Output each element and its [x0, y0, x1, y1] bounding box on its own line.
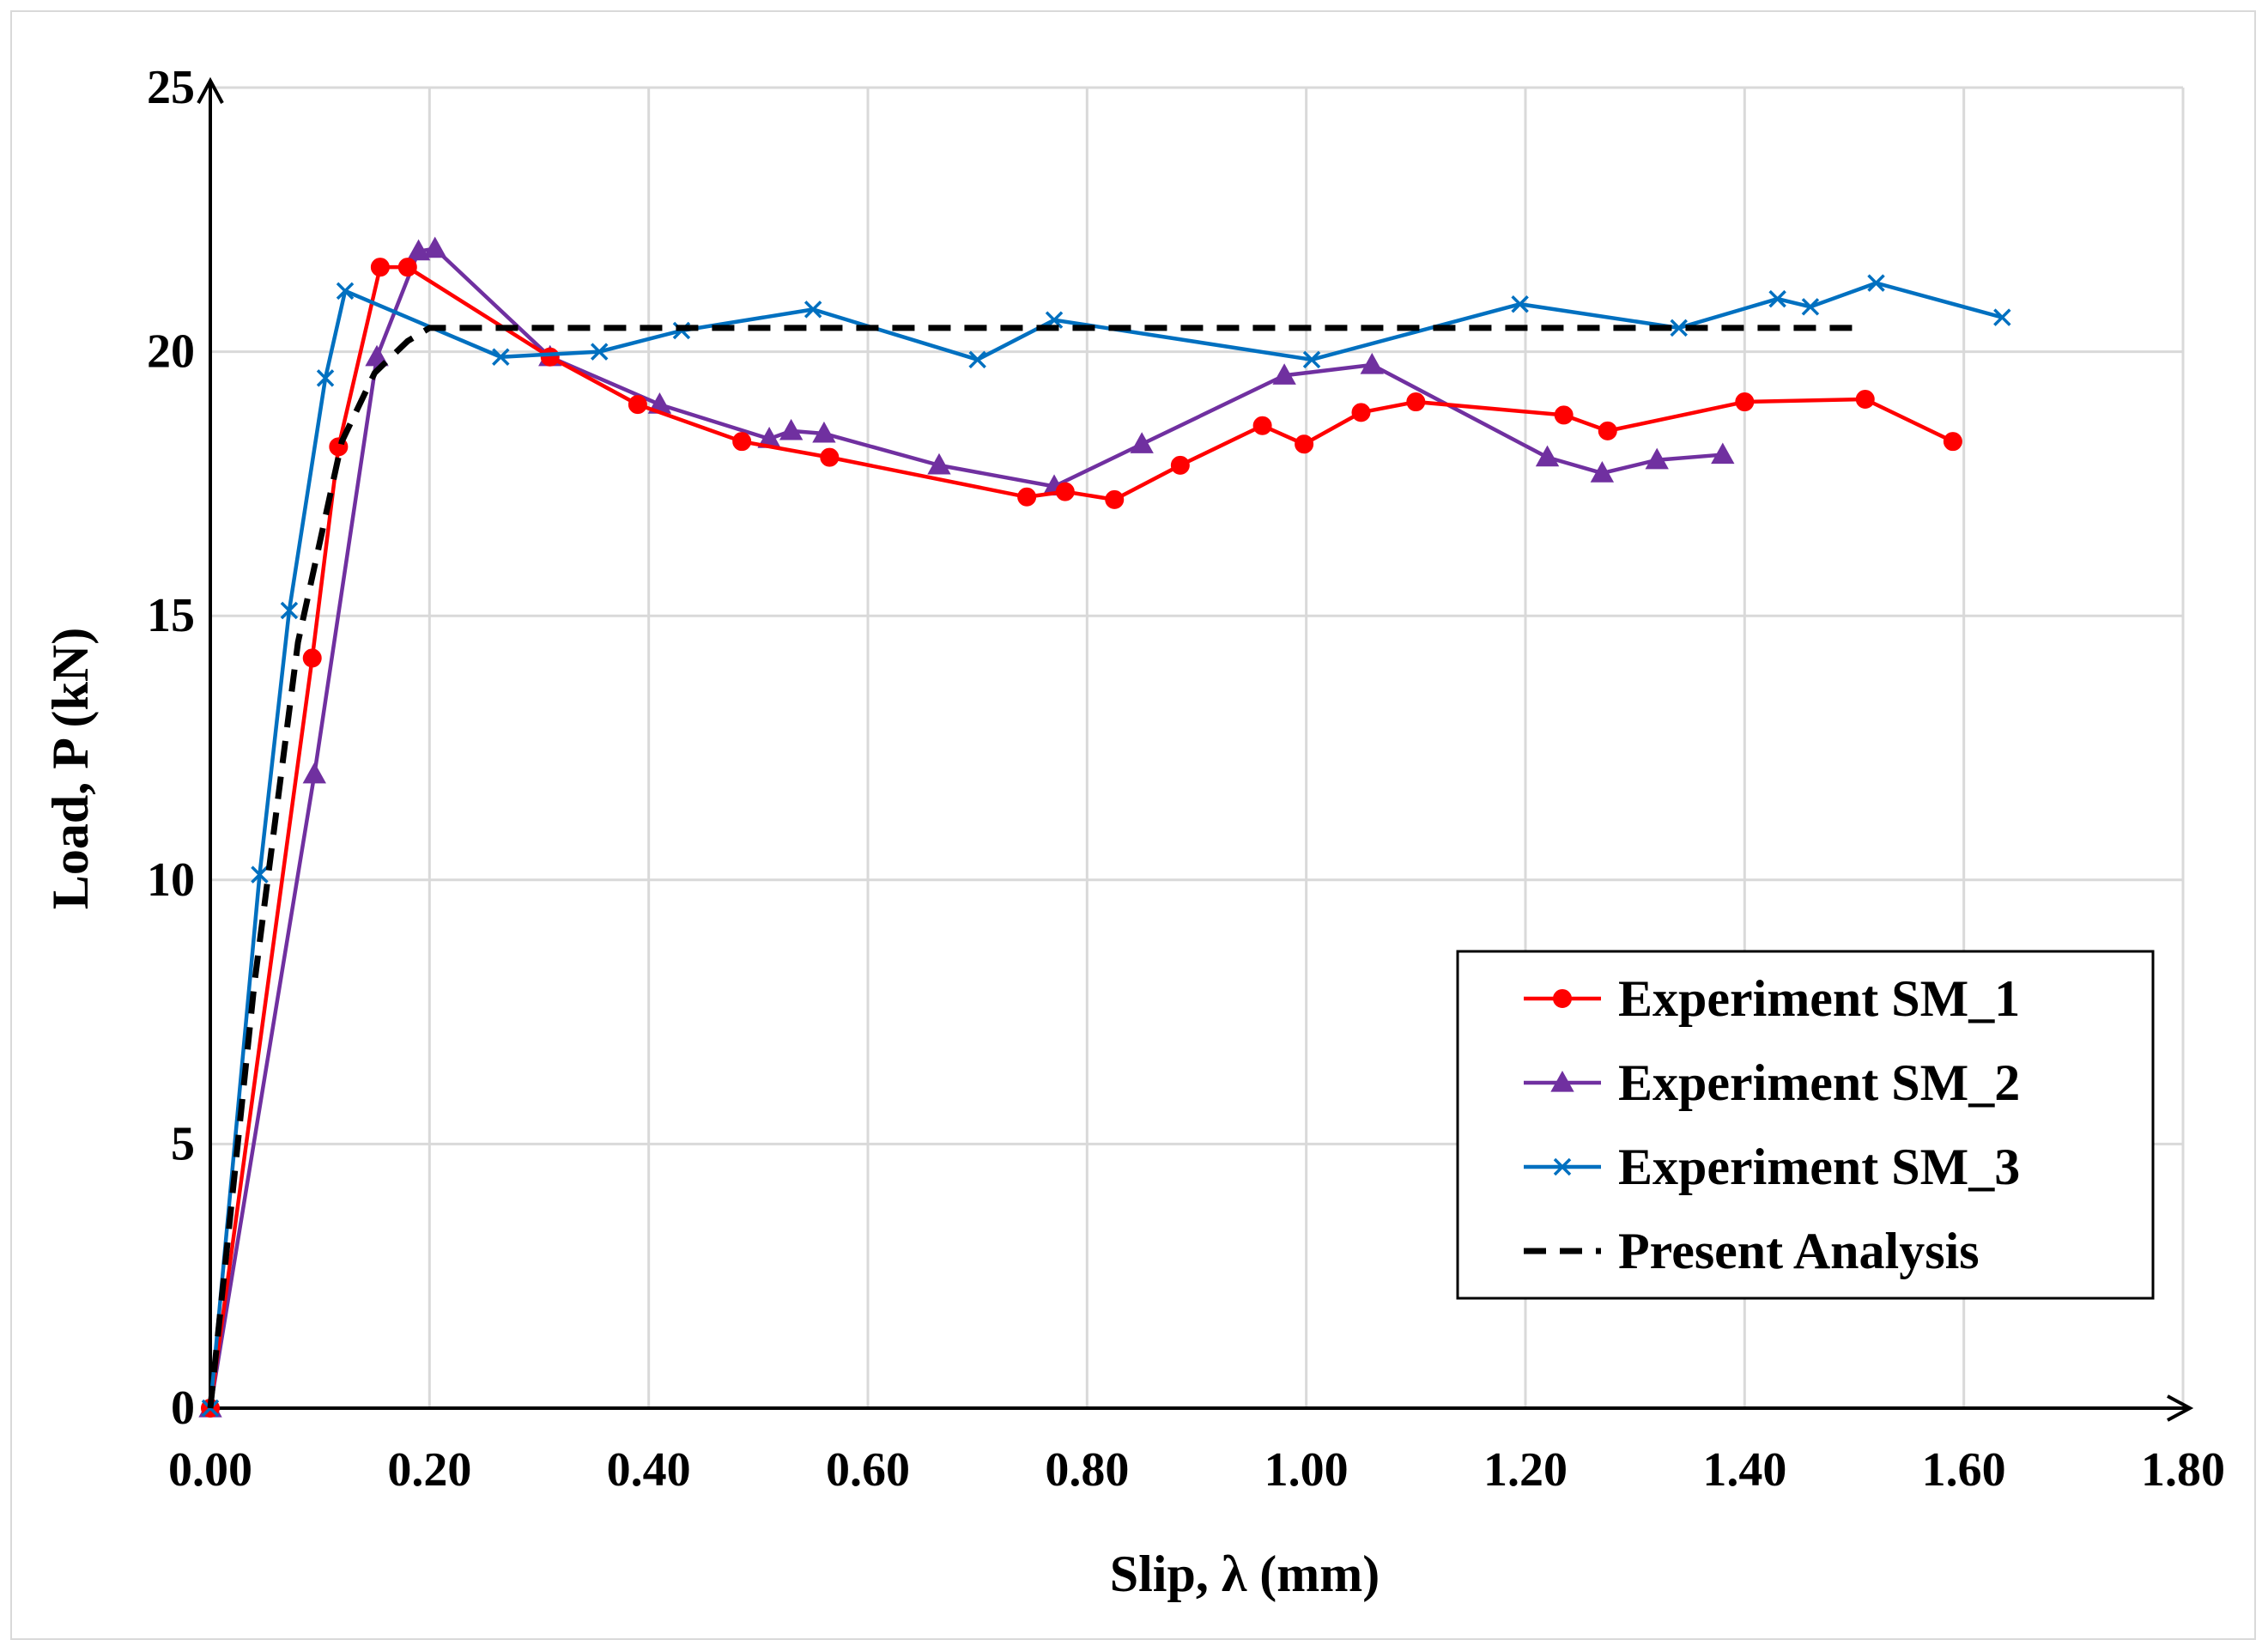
legend-entry: Experiment SM_1: [1524, 970, 2020, 1027]
data-point: [1295, 434, 1314, 454]
data-point: [1360, 352, 1384, 374]
legend-label: Experiment SM_3: [1618, 1139, 2020, 1195]
data-point: [316, 369, 335, 387]
series-group: [198, 236, 2011, 1418]
data-point: [1535, 445, 1560, 467]
legend-entry: Experiment SM_2: [1524, 1054, 2020, 1111]
data-point: [1406, 392, 1426, 412]
data-point: [1055, 482, 1075, 501]
x-tick-label: 1.20: [1483, 1443, 1568, 1497]
legend-entry: Present Analysis: [1524, 1223, 1980, 1279]
data-point: [1855, 389, 1875, 409]
legend-label: Present Analysis: [1618, 1223, 1980, 1279]
x-tick-label: 0.60: [826, 1443, 910, 1497]
legend-swatch-marker: [1550, 1070, 1574, 1092]
data-point: [1511, 295, 1529, 313]
x-axis-title: Slip, λ (mm): [1110, 1546, 1380, 1602]
y-tick-label: 0: [171, 1382, 195, 1435]
data-point: [1302, 350, 1321, 369]
data-point: [1993, 308, 2011, 326]
x-tick-label: 0.80: [1045, 1443, 1129, 1497]
data-point: [397, 258, 417, 277]
x-axis-arrow: [2167, 1394, 2194, 1422]
legend-box: [1456, 950, 2155, 1300]
data-point: [732, 432, 752, 452]
data-point: [1670, 319, 1688, 337]
data-point: [1711, 442, 1735, 465]
series-line: [208, 264, 1954, 1409]
data-point: [779, 418, 804, 440]
data-point: [1554, 405, 1574, 425]
data-point: [1735, 392, 1755, 412]
data-point: [1017, 487, 1037, 507]
data-point: [1170, 455, 1190, 475]
data-point: [280, 601, 299, 620]
y-tick-label: 15: [147, 589, 195, 642]
x-tick-label: 1.60: [1922, 1443, 2006, 1497]
legend-swatch-marker: [1553, 1157, 1572, 1176]
series-line: [208, 281, 2003, 1409]
data-point: [927, 452, 951, 475]
x-tick-label: 0.20: [387, 1443, 471, 1497]
y-tick-label: 5: [171, 1117, 195, 1170]
data-point: [812, 421, 836, 443]
legend-label: Experiment SM_2: [1618, 1054, 2020, 1111]
data-point: [1351, 403, 1371, 422]
y-tick-label: 25: [147, 61, 195, 114]
data-point: [370, 258, 390, 277]
data-point: [820, 447, 840, 467]
x-tick-label: 1.40: [1702, 1443, 1786, 1497]
data-point: [1645, 447, 1669, 470]
data-point: [1105, 489, 1125, 509]
y-axis-title: Load, P (kN): [42, 628, 99, 909]
data-point: [804, 301, 822, 319]
data-point: [302, 762, 326, 784]
data-point: [1943, 432, 1962, 452]
x-tick-label: 1.00: [1264, 1443, 1349, 1497]
legend-entry: Experiment SM_3: [1524, 1139, 2020, 1195]
data-point: [628, 395, 647, 415]
series-experiment-sm-1: [201, 258, 1962, 1418]
series-line: [207, 325, 1854, 1409]
data-point: [251, 865, 269, 884]
data-point: [302, 648, 322, 668]
series-present-analysis: [207, 325, 1854, 1409]
data-point: [1598, 421, 1617, 440]
axes: [197, 76, 2194, 1422]
x-tick-label: 0.40: [607, 1443, 691, 1497]
y-tick-label: 10: [147, 853, 195, 907]
data-point: [968, 350, 986, 369]
x-tick-label: 0.00: [168, 1443, 252, 1497]
tick-labels: 0.00 0.20 0.40 0.60 0.80 1.00 1.20 1.40 1.60 1.80…: [147, 61, 2225, 1497]
data-point: [1272, 363, 1296, 385]
data-point: [540, 347, 560, 367]
legend-label: Experiment SM_1: [1618, 970, 2020, 1027]
data-point: [1590, 461, 1615, 483]
legend: Experiment SM_1 Experiment SM_2 Experiment…: [1456, 950, 2155, 1300]
y-tick-label: 20: [147, 325, 195, 379]
chart-frame: [10, 10, 2256, 1640]
data-point: [1801, 298, 1820, 316]
data-point: [1252, 416, 1272, 435]
y-axis-arrow: [197, 76, 224, 104]
data-point: [423, 236, 447, 258]
data-point: [406, 239, 431, 261]
data-point: [590, 343, 609, 361]
data-point: [492, 348, 510, 366]
legend-swatch-marker: [1553, 989, 1572, 1008]
data-point: [336, 282, 355, 301]
data-point: [1130, 432, 1154, 453]
data-point: [1867, 274, 1885, 292]
data-point: [1768, 289, 1786, 308]
x-tick-label: 1.80: [2141, 1443, 2225, 1497]
data-point: [365, 344, 389, 367]
